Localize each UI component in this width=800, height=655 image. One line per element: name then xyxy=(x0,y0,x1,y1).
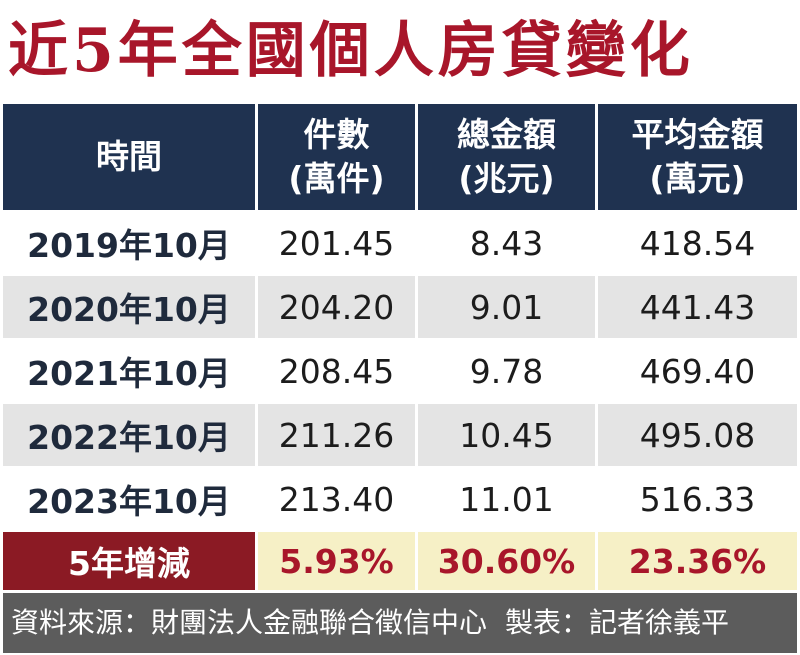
row-count: 204.20 xyxy=(258,274,418,338)
header-total-line1: 總金額 xyxy=(457,115,556,154)
header-count-line1: 件數 xyxy=(303,115,370,154)
table-row: 2022年10月 211.26 10.45 495.08 xyxy=(3,402,797,466)
header-period: 時間 xyxy=(3,104,258,210)
row-total: 9.01 xyxy=(418,274,598,338)
row-total: 11.01 xyxy=(418,466,598,530)
change-count: 5.93% xyxy=(258,530,418,590)
chart-title: 近5年全國個人房貸變化 xyxy=(8,16,694,86)
table-row: 2019年10月 201.45 8.43 418.54 xyxy=(3,210,797,274)
source-text: 資料來源：財團法人金融聯合徵信中心 xyxy=(11,606,488,639)
header-average-line1: 平均金額 xyxy=(631,115,764,154)
table-row: 2020年10月 204.20 9.01 441.43 xyxy=(3,274,797,338)
row-period: 2023年10月 xyxy=(3,466,258,530)
row-total: 10.45 xyxy=(418,402,598,466)
change-total: 30.60% xyxy=(418,530,598,590)
row-count: 213.40 xyxy=(258,466,418,530)
row-period: 2020年10月 xyxy=(3,274,258,338)
credit-text: 製表：記者徐義平 xyxy=(505,606,730,639)
table-row: 2021年10月 208.45 9.78 469.40 xyxy=(3,338,797,402)
mortgage-table: 時間 件數 (萬件) 總金額 (兆元) 平均金額 (萬元) 2019年10月 xyxy=(3,104,797,590)
header-total: 總金額 (兆元) xyxy=(418,104,598,210)
row-count: 208.45 xyxy=(258,338,418,402)
header-total-line2: (兆元) xyxy=(458,159,555,198)
source-footer: 資料來源：財團法人金融聯合徵信中心 製表：記者徐義平 xyxy=(3,593,797,653)
header-average-line2: (萬元) xyxy=(649,159,746,198)
header-average: 平均金額 (萬元) xyxy=(598,104,797,210)
row-total: 8.43 xyxy=(418,210,598,274)
table-row: 2023年10月 213.40 11.01 516.33 xyxy=(3,466,797,530)
row-count: 211.26 xyxy=(258,402,418,466)
row-average: 516.33 xyxy=(598,466,797,530)
row-period: 2022年10月 xyxy=(3,402,258,466)
header-period-line1: 時間 xyxy=(96,137,162,176)
header-count: 件數 (萬件) xyxy=(258,104,418,210)
row-period: 2019年10月 xyxy=(3,210,258,274)
row-period: 2021年10月 xyxy=(3,338,258,402)
header-row: 時間 件數 (萬件) 總金額 (兆元) 平均金額 (萬元) xyxy=(3,104,797,210)
change-row: 5年增減 5.93% 30.60% 23.36% xyxy=(3,530,797,590)
change-average: 23.36% xyxy=(598,530,797,590)
header-count-line2: (萬件) xyxy=(288,159,385,198)
row-average: 469.40 xyxy=(598,338,797,402)
row-average: 418.54 xyxy=(598,210,797,274)
change-label: 5年增減 xyxy=(3,530,258,590)
row-average: 495.08 xyxy=(598,402,797,466)
row-average: 441.43 xyxy=(598,274,797,338)
row-count: 201.45 xyxy=(258,210,418,274)
row-total: 9.78 xyxy=(418,338,598,402)
